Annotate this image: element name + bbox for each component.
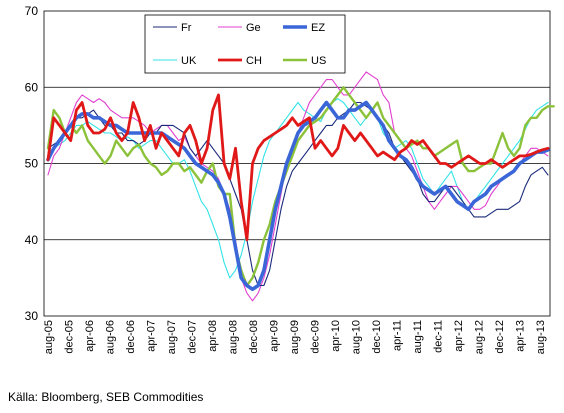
legend-label-ez: EZ xyxy=(311,22,325,34)
y-tick-label: 60 xyxy=(25,80,39,94)
x-tick-label: dec-11 xyxy=(433,320,445,353)
x-tick-label: apr-09 xyxy=(269,320,281,352)
y-axis: 30 40 50 60 70 xyxy=(25,4,39,323)
x-tick-label: aug-09 xyxy=(289,320,301,354)
series-line-fr xyxy=(47,101,549,287)
x-tick-label: apr-08 xyxy=(207,320,219,352)
series-line-us xyxy=(46,86,555,287)
x-tick-label: apr-11 xyxy=(392,320,404,351)
x-tick-label: aug-05 xyxy=(43,320,55,354)
x-tick-label: dec-08 xyxy=(248,320,260,354)
x-tick-label: dec-12 xyxy=(494,320,506,354)
y-tick-label: 40 xyxy=(25,233,39,247)
series-line-ez xyxy=(46,100,550,292)
legend-box xyxy=(144,14,346,74)
series-layer xyxy=(46,71,555,302)
grid-lines xyxy=(44,86,550,241)
legend-label-ge: Ge xyxy=(246,22,261,34)
x-tick-label: apr-13 xyxy=(515,320,527,352)
x-tick-label: aug-13 xyxy=(535,320,547,354)
x-tick-label: dec-05 xyxy=(64,320,76,354)
legend-label-ch: CH xyxy=(246,55,262,67)
x-tick-label: dec-10 xyxy=(371,320,383,354)
x-tick-label: dec-09 xyxy=(310,320,322,354)
x-tick-label: apr-12 xyxy=(453,320,465,352)
line-chart: 30 40 50 60 70 aug-05 dec-05 apr-06 aug-06 dec-0… xyxy=(25,4,555,354)
x-axis: aug-05 dec-05 apr-06 aug-06 dec-06 apr-07 aug-… xyxy=(43,320,547,354)
x-tick-label: dec-07 xyxy=(187,320,199,354)
y-tick-label: 70 xyxy=(25,4,39,18)
x-tick-label: aug-12 xyxy=(474,320,486,354)
y-tick-label: 50 xyxy=(25,157,39,171)
x-tick-label: aug-08 xyxy=(228,320,240,354)
x-tick-label: aug-07 xyxy=(166,320,178,354)
source-note: Källa: Bloomberg, SEB Commodities xyxy=(8,390,204,404)
x-tick-label: aug-11 xyxy=(412,320,424,353)
x-tick-label: apr-10 xyxy=(330,320,342,352)
legend: Fr Ge EZ UK CH US xyxy=(144,14,346,74)
x-tick-label: apr-07 xyxy=(146,320,158,352)
legend-label-us: US xyxy=(311,55,326,67)
x-tick-label: aug-06 xyxy=(105,320,117,354)
series-line-ch xyxy=(46,93,550,242)
x-tick-label: aug-10 xyxy=(351,320,363,354)
x-tick-label: apr-06 xyxy=(84,320,96,352)
x-tick-label: dec-06 xyxy=(125,320,137,354)
legend-label-uk: UK xyxy=(181,55,197,67)
y-tick-label: 30 xyxy=(25,309,39,323)
legend-label-fr: Fr xyxy=(181,22,192,34)
